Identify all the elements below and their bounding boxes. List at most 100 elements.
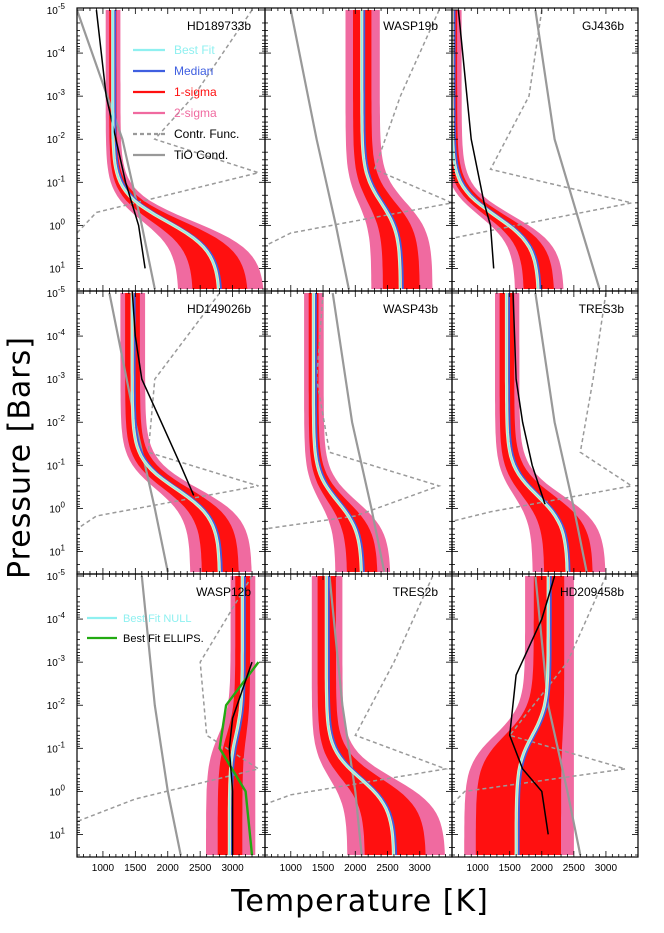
retrieved-profile-line — [512, 291, 546, 505]
1-sigma-band — [353, 10, 420, 289]
x-tick-label: 2000 — [157, 863, 180, 874]
tio-condensation-curve — [331, 292, 386, 573]
retrieved-profile-line — [508, 575, 556, 835]
1-sigma-band — [109, 10, 248, 289]
x-tick-label: 1000 — [92, 863, 115, 874]
tio-condensation-curve — [108, 292, 169, 573]
y-tick-label: 101 — [49, 543, 65, 558]
y-tick-label: 10-3 — [47, 654, 66, 669]
median-line — [314, 293, 365, 573]
panel-plot-area — [77, 575, 261, 856]
contribution-function-line — [265, 292, 442, 530]
panel-title: WASP43b — [383, 302, 438, 316]
x-tick-label: 1000 — [467, 863, 490, 874]
panel-title: WASP19b — [383, 19, 438, 33]
retrieved-profile-line — [131, 291, 195, 496]
2-sigma-band — [105, 10, 264, 289]
tio-condensation-curve — [77, 9, 156, 290]
panel-title: HD209458b — [560, 585, 624, 599]
x-tick-label: 2500 — [563, 863, 586, 874]
tio-condensation-curve — [534, 9, 601, 290]
y-tick-label: 101 — [49, 260, 65, 275]
y-tick-label: 10-3 — [47, 88, 66, 103]
tio-condensation-curve — [534, 575, 582, 856]
panel-plot-area — [452, 9, 632, 290]
panel-WASP43b: WASP43b — [264, 290, 453, 575]
median-line — [453, 10, 542, 290]
y-tick-label: 10-2 — [47, 414, 66, 429]
legend-label: 1-sigma — [174, 85, 217, 99]
y-tick-label: 10-1 — [47, 740, 66, 755]
contribution-function-line — [77, 9, 262, 234]
best-fit-line — [228, 576, 244, 856]
y-tick-label: 10-1 — [47, 457, 66, 472]
y-tick-label: 10-3 — [47, 371, 66, 386]
x-tick-label: 1500 — [124, 863, 147, 874]
y-tick-label: 100 — [49, 500, 65, 515]
2-sigma-band — [452, 10, 564, 289]
y-tick-label: 10-5 — [47, 285, 66, 300]
panel-GJ436b: GJ436b — [451, 7, 639, 292]
1-sigma-band — [452, 10, 554, 289]
contribution-function-line — [452, 9, 632, 240]
median-line — [517, 576, 552, 855]
x-axis-label: Temperature [K] — [231, 884, 489, 919]
y-tick-label: 10-2 — [47, 131, 66, 146]
retrieved-profile-line — [95, 9, 146, 269]
legend-label: TiO Cond. — [174, 148, 228, 162]
panel-HD149026b: HD149026b 10-5 10-4 10-3 10-2 10-1 100 101 — [47, 285, 266, 575]
contribution-function-line — [265, 575, 449, 806]
x-tick-label: 3000 — [409, 863, 432, 874]
panel-title: TRES3b — [579, 302, 625, 316]
x-tick-label: 3000 — [221, 863, 244, 874]
y-tick-label: 10-2 — [47, 697, 66, 712]
y-tick-label: 101 — [49, 826, 65, 841]
panel-WASP12b: WASP12b 10-5 10-4 10-3 10-2 10-1 100 101 1000 150… — [47, 568, 266, 874]
legend-label: Median — [174, 64, 213, 78]
tio-condensation-curve — [534, 292, 588, 573]
x-tick-label: 3000 — [595, 863, 618, 874]
panel-plot-area — [77, 291, 259, 573]
panel-plot-area — [265, 575, 449, 856]
x-tick-label: 2000 — [344, 863, 367, 874]
panel-TRES3b: TRES3b — [451, 290, 639, 575]
legend-label: Contr. Func. — [174, 127, 239, 141]
best-fit-ellips-line — [218, 661, 260, 856]
panel-plot-area — [265, 9, 452, 290]
median-line — [114, 10, 222, 290]
contribution-function-line — [452, 292, 634, 523]
best-fit-line — [131, 293, 221, 573]
legend-label: Best Fit NULL — [123, 613, 191, 625]
panel-WASP19b: WASP19b — [264, 7, 453, 292]
best-fit-line — [515, 576, 550, 856]
y-tick-label: 10-4 — [47, 45, 66, 60]
x-tick-label: 1000 — [280, 863, 303, 874]
median-line — [363, 10, 404, 290]
y-tick-label: 10-4 — [47, 611, 66, 626]
retrieved-profile-line — [457, 9, 495, 269]
2-sigma-band — [495, 293, 606, 572]
best-fit-line — [325, 576, 395, 856]
tio-condensation-curve — [289, 9, 350, 290]
panel-plot-area — [452, 291, 634, 573]
panel-TRES2b: TRES2b 1000 1500 2000 2500 3000 — [264, 573, 453, 874]
panel-HD189733b: HD189733b 10-5 10-4 10-3 10-2 10-1 100 101 Best … — [47, 2, 266, 292]
retrieved-profile-line — [228, 661, 253, 855]
contribution-function-line — [452, 575, 626, 805]
2-sigma-band — [304, 293, 391, 572]
tio-condensation-curve — [140, 575, 182, 856]
contribution-function-line — [265, 9, 452, 247]
panel-plot-area — [265, 292, 442, 573]
best-fit-line — [360, 10, 402, 290]
contribution-function-line — [77, 292, 259, 530]
y-tick-label: 10-5 — [47, 568, 66, 583]
panel-title: HD149026b — [187, 302, 251, 316]
panel-title: HD189733b — [187, 19, 251, 33]
panel-frame — [451, 573, 639, 858]
median-line — [133, 293, 223, 573]
best-fit-line — [452, 10, 539, 290]
y-tick-label: 10-4 — [47, 328, 66, 343]
tio-condensation-curve — [328, 575, 363, 856]
best-fit-line — [312, 293, 363, 573]
